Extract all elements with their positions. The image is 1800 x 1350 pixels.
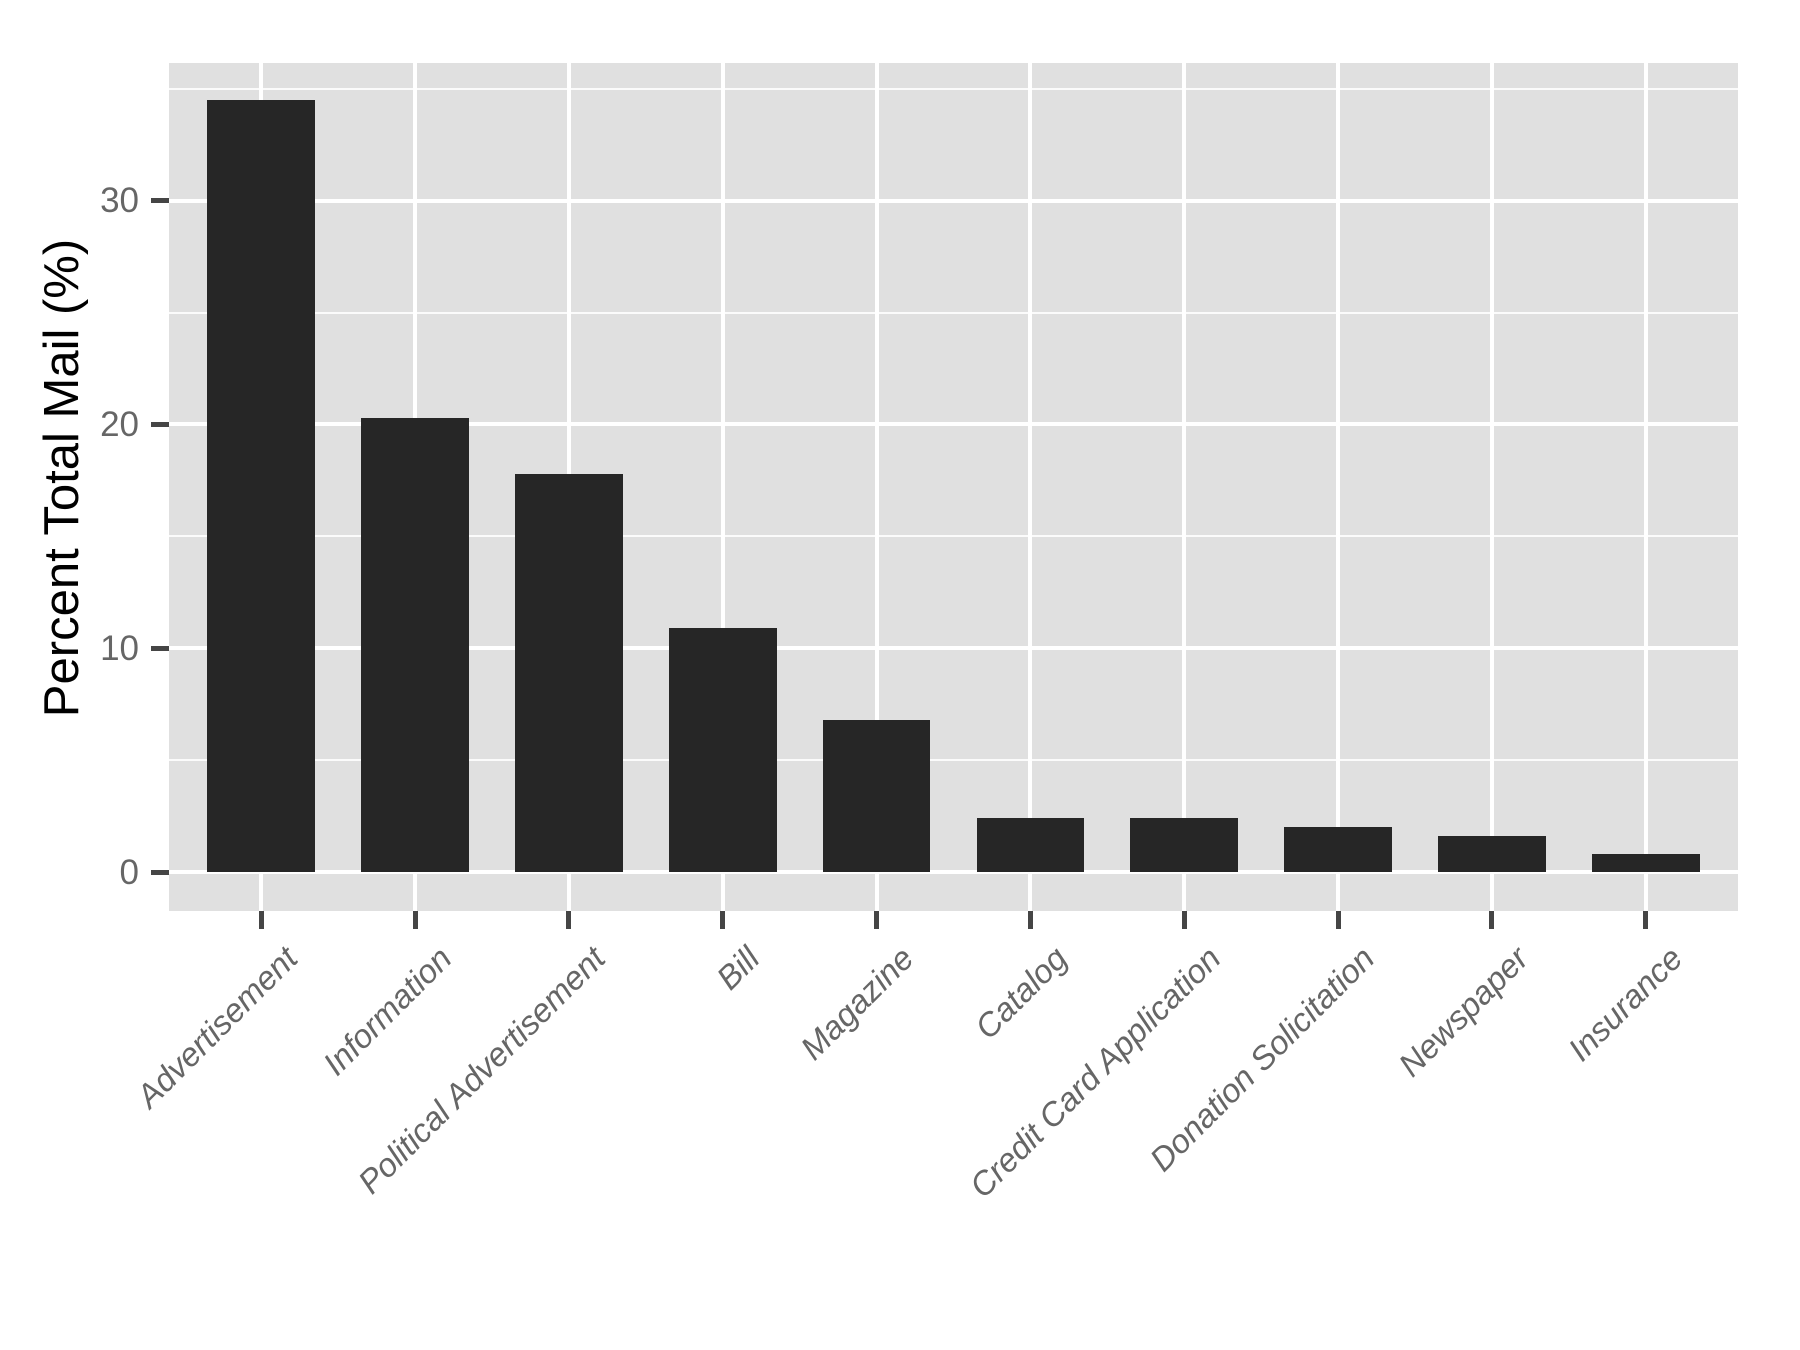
bar-information — [361, 417, 469, 873]
x-tick-label: Catalog — [967, 939, 1074, 1046]
gridline-y-major — [169, 870, 1738, 875]
bar-advertisement — [207, 99, 316, 873]
x-tick-mark — [258, 911, 264, 929]
gridline-y-minor — [169, 87, 1738, 90]
gridline-y-major — [169, 422, 1738, 427]
x-tick-mark — [566, 911, 572, 929]
y-tick-label: 20 — [100, 404, 139, 444]
plot-panel — [169, 63, 1738, 911]
bar-credit-card-application — [1130, 818, 1239, 873]
y-tick-mark — [151, 869, 169, 875]
x-tick-mark — [1027, 911, 1033, 929]
bar-bill — [668, 628, 777, 873]
gridline-y-minor — [169, 535, 1738, 538]
x-tick-mark — [1489, 911, 1495, 929]
gridline-x-major — [1182, 63, 1187, 911]
bar-newspaper — [1438, 836, 1546, 873]
y-tick-label: 0 — [119, 852, 139, 892]
bar-insurance — [1591, 854, 1700, 873]
bar-catalog — [976, 818, 1085, 873]
gridline-x-major — [1489, 63, 1494, 911]
x-tick-mark — [1643, 911, 1649, 929]
bar-political-advertisement — [515, 473, 623, 873]
gridline-y-major — [169, 646, 1738, 651]
y-axis-title: Percent Total Mail (%) — [35, 238, 89, 718]
x-tick-label: Magazine — [792, 939, 921, 1067]
x-tick-mark — [1335, 911, 1341, 929]
x-tick-label: Newspaper — [1391, 939, 1536, 1084]
x-tick-label: Credit Card Application — [962, 939, 1228, 1205]
gridline-y-minor — [169, 759, 1738, 762]
bar-donation-solicitation — [1284, 827, 1392, 873]
y-tick-mark — [151, 645, 169, 651]
y-tick-label: 30 — [100, 181, 139, 221]
gridline-x-major — [874, 63, 879, 911]
gridline-x-major — [1336, 63, 1341, 911]
gridline-y-minor — [169, 311, 1738, 314]
x-tick-mark — [412, 911, 418, 929]
gridline-x-major — [720, 63, 725, 911]
x-tick-label: Advertisement — [129, 939, 305, 1115]
x-tick-label: Information — [315, 939, 459, 1083]
bar-magazine — [822, 719, 931, 873]
gridline-y-major — [169, 198, 1738, 203]
x-tick-mark — [720, 911, 726, 929]
gridline-x-major — [1643, 63, 1648, 911]
y-tick-mark — [151, 421, 169, 427]
x-tick-label: Bill — [708, 939, 767, 997]
gridline-x-major — [1028, 63, 1033, 911]
y-tick-mark — [151, 198, 169, 204]
x-tick-label: Insurance — [1560, 939, 1690, 1068]
x-tick-mark — [874, 911, 880, 929]
y-tick-label: 10 — [100, 628, 139, 668]
x-tick-mark — [1181, 911, 1187, 929]
